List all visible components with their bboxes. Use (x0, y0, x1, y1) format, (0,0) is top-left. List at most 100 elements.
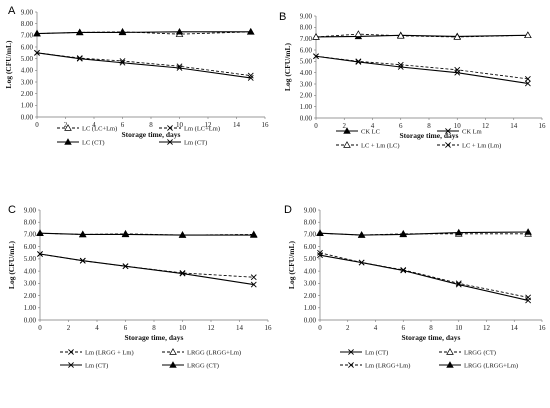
y-tick-label: 0.00 (304, 316, 317, 324)
panel-label: A (8, 5, 16, 17)
series-3 (33, 28, 255, 37)
y-tick-label: 9.00 (24, 206, 37, 214)
x-tick-label: 12 (482, 122, 490, 130)
y-tick-label: 5.00 (304, 255, 317, 263)
legend-item: LC (LC+Lm) (57, 124, 117, 132)
chart-panel-c: C 0.00 1.00 2.00 3.00 4.00 5.00 6.00 7.00 8.00 9.0… (7, 204, 272, 369)
series-4 (36, 229, 258, 238)
legend-item: LRGG (LRGG+Lm) (162, 348, 241, 356)
legend-label: Lm (LRGG + Lm) (85, 349, 134, 356)
y-tick-label: 7.00 (304, 231, 317, 239)
legend-item: Lm (CT) (159, 139, 207, 146)
legend-marker (446, 348, 454, 355)
legend-item: LRGG (LRGG+Lm) (439, 361, 518, 369)
data-point (122, 263, 129, 270)
data-point (524, 75, 531, 82)
y-axis-title: Log (CFU/mL) (283, 42, 292, 91)
y-tick-label: 6.00 (24, 243, 37, 251)
legend-label: Lm (CT) (184, 139, 207, 146)
y-tick-label: 3.00 (24, 280, 37, 288)
data-point (37, 251, 43, 257)
y-tick-label: 2.00 (304, 292, 317, 300)
legend-marker (348, 362, 354, 368)
legend-marker (68, 349, 74, 355)
x-tick-label: 10 (179, 324, 187, 332)
legend-item: LRGG (CT) (439, 348, 496, 356)
data-point (250, 274, 257, 281)
y-tick-label: 2.00 (21, 90, 34, 98)
legend-label: LC + Lm (Lm) (462, 142, 501, 149)
y-tick-label: 4.00 (24, 267, 37, 275)
data-point (524, 31, 532, 39)
y-tick-label: 4.00 (21, 67, 34, 75)
data-point (175, 28, 184, 35)
data-point (525, 294, 532, 301)
data-point (397, 61, 404, 68)
x-axis-title: Storage time, days (400, 131, 459, 140)
legend: Lm (LRGG + Lm) LRGG (LRGG+Lm) Lm (CT) LRGG … (60, 348, 241, 369)
series-1 (37, 251, 257, 281)
y-tick-label: 3.00 (21, 78, 34, 86)
x-tick-label: 10 (454, 122, 462, 130)
legend-marker (167, 139, 173, 145)
x-tick-label: 12 (483, 324, 491, 332)
x-axis-title: Storage time, days (125, 333, 184, 342)
series-1 (317, 252, 532, 304)
x-tick-label: 6 (402, 324, 406, 332)
data-point (453, 33, 462, 40)
legend-label: LRGG (LRGG+Lm) (464, 362, 518, 369)
x-tick-label: 6 (121, 121, 125, 129)
data-point (454, 66, 461, 73)
x-tick-label: 4 (95, 324, 99, 332)
data-point (179, 270, 186, 277)
data-point (354, 30, 363, 37)
legend-item: LRGG (CT) (162, 361, 219, 369)
data-point (524, 228, 532, 235)
data-point (33, 29, 41, 37)
data-point (119, 59, 126, 66)
y-tick-label: 8.00 (300, 24, 313, 32)
series-line (39, 253, 254, 286)
x-tick-label: 16 (539, 324, 547, 332)
y-tick-label: 0.00 (21, 113, 34, 121)
legend-item: Lm (CT) (60, 362, 108, 369)
x-tick-label: 8 (149, 121, 153, 129)
legend-item: CK Lm (437, 128, 482, 135)
legend-label: LC (LC+Lm) (82, 125, 117, 132)
data-point (313, 53, 319, 60)
data-point (176, 65, 183, 71)
legend-marker (64, 138, 72, 145)
data-point (455, 280, 462, 287)
x-tick-label: 14 (233, 121, 241, 129)
legend-marker (167, 125, 173, 131)
y-axis-title: Log (CFU/mL) (4, 40, 13, 89)
data-point (121, 230, 130, 238)
series-4 (316, 228, 532, 238)
legend-label: Lm (LRGG+Lm) (365, 362, 410, 369)
legend-label: CK Lm (462, 128, 482, 135)
series-line (319, 254, 529, 301)
x-tick-label: 16 (539, 122, 547, 130)
data-point (79, 230, 87, 238)
x-tick-label: 6 (124, 324, 128, 332)
x-tick-label: 2 (343, 122, 347, 130)
chart-panel-a: A 0.00 1.00 2.00 3.00 4.00 5.00 6.00 7.00 8.00 9.0… (4, 5, 269, 146)
series-3 (317, 249, 532, 301)
x-tick-label: 10 (176, 121, 184, 129)
x-tick-label: 4 (92, 121, 96, 129)
legend: CK LC CK Lm LC + Lm (LC) LC + Lm (Lm) (336, 127, 501, 149)
legend: Lm (CT) LRGG (CT) Lm (LRGG+Lm) LRGG (LRGG+L… (340, 348, 518, 369)
data-point (358, 259, 365, 266)
legend-item: LC + Lm (LC) (336, 141, 400, 149)
x-tick-label: 6 (399, 122, 403, 130)
legend-label: LC (CT) (82, 139, 105, 146)
x-tick-label: 8 (152, 324, 156, 332)
legend-marker (64, 124, 72, 131)
y-tick-label: 4.00 (300, 69, 313, 77)
series-3 (312, 30, 532, 40)
y-tick-label: 6.00 (21, 43, 34, 51)
series-4 (34, 49, 254, 81)
data-point (357, 231, 366, 238)
y-tick-label: 1.00 (24, 304, 37, 312)
